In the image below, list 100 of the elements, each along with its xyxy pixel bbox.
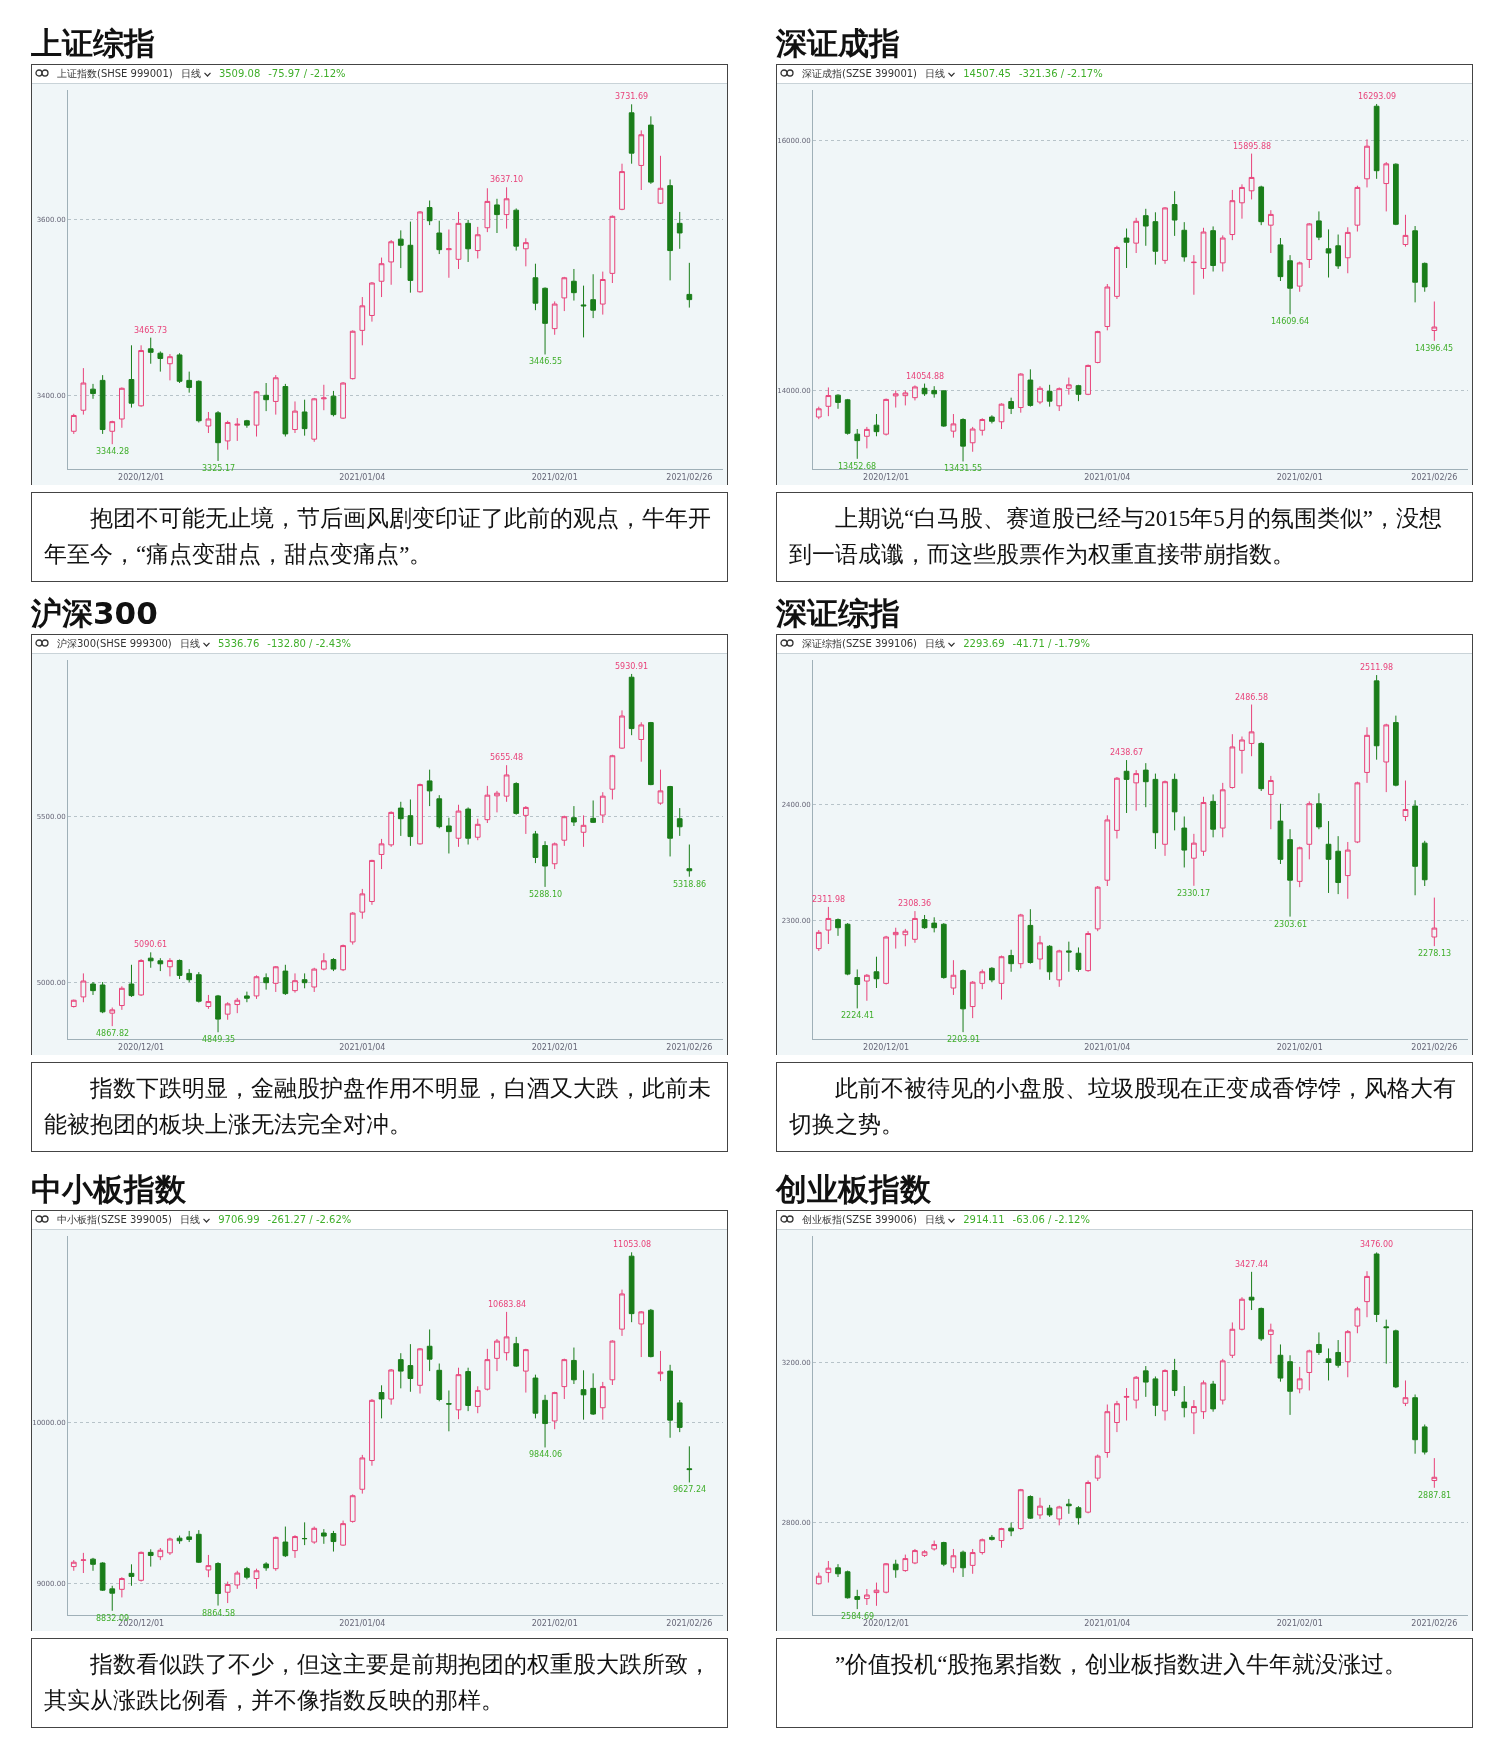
candlestick (551, 300, 558, 336)
candlestick (628, 1251, 635, 1323)
candlestick (883, 935, 889, 986)
candlestick (1383, 161, 1390, 212)
candlestick (921, 914, 928, 930)
candlestick (417, 1347, 423, 1395)
candlestick (1267, 1323, 1274, 1365)
candlestick (902, 389, 909, 406)
text: 14396.45 (1415, 344, 1454, 353)
candlestick (465, 1367, 471, 1412)
x-tick-label: 2020/12/01 (118, 472, 165, 482)
candlestick (912, 384, 918, 401)
candlestick (648, 721, 654, 786)
candlestick (138, 1551, 144, 1583)
candlestick (1393, 162, 1399, 226)
candlestick (619, 709, 625, 750)
candlestick (369, 859, 375, 906)
candlestick (864, 973, 870, 1002)
x-tick-label: 2020/12/01 (863, 1042, 910, 1052)
candlestick (494, 1338, 500, 1372)
x-tick-label: 2021/01/04 (1084, 472, 1131, 482)
candlestick (551, 842, 558, 870)
candlestick (950, 1548, 957, 1574)
candlestick (1027, 908, 1034, 965)
candlestick (99, 374, 106, 435)
candlestick (1335, 234, 1342, 270)
candlestick (186, 1530, 193, 1543)
candlestick (638, 129, 645, 191)
candlestick (1142, 208, 1149, 247)
text: -63.06 / -2.12% (1012, 1213, 1090, 1227)
candlestick (263, 382, 269, 412)
candlestick (1364, 726, 1370, 784)
candlestick (465, 219, 471, 263)
candlestick (1383, 723, 1390, 793)
candlestick (349, 329, 356, 381)
candlestick (989, 1534, 995, 1542)
candlestick (1248, 1271, 1255, 1311)
text: 13452.68 (838, 462, 877, 471)
candlestick (1316, 792, 1322, 830)
candlestick (80, 367, 87, 416)
candlestick (1431, 300, 1438, 342)
x-tick-label: 2021/02/26 (1411, 472, 1458, 482)
candlestick (902, 928, 909, 947)
candlestick (378, 1384, 385, 1419)
candlestick (494, 198, 500, 234)
candlestick (1008, 949, 1014, 973)
text: 11053.08 (613, 1240, 652, 1249)
text: 2511.98 (1360, 663, 1394, 672)
candlestick (940, 1541, 947, 1567)
candlestick (1027, 368, 1034, 408)
candlestick (580, 285, 587, 338)
candlestick (503, 186, 510, 230)
candlestick (522, 805, 529, 835)
candlestick (340, 1520, 346, 1547)
candlestick (215, 410, 221, 462)
x-tick-label: 2021/02/26 (666, 1618, 713, 1628)
candlestick (513, 1336, 520, 1368)
candlestick (1316, 1331, 1322, 1356)
candlestick (1373, 674, 1380, 761)
chart-subtitle: 中小板指(SZSE 399005) (57, 1213, 173, 1227)
candlestick (542, 840, 548, 888)
text: 日线 (180, 1213, 202, 1227)
candlestick (532, 830, 539, 864)
candlestick (1421, 262, 1428, 293)
candlestick (157, 957, 164, 972)
candlestick (892, 389, 899, 409)
candlestick (1037, 385, 1043, 405)
candlestick (244, 1566, 250, 1580)
candlestick (484, 187, 491, 233)
candlestick (1210, 225, 1216, 273)
candlestick (657, 1350, 664, 1382)
candlestick (1325, 1347, 1332, 1381)
candlestick (1046, 1504, 1053, 1518)
candlestick (186, 371, 193, 394)
candlestick (349, 911, 356, 946)
candlestick (998, 1527, 1005, 1549)
candlestick (1200, 1379, 1207, 1420)
text: 3476.00 (1360, 1240, 1394, 1249)
candlestick (388, 239, 395, 286)
candlestick (1267, 775, 1274, 830)
candlestick (1152, 211, 1159, 266)
candlestick (234, 1570, 241, 1590)
candlestick (1191, 833, 1197, 887)
x-tick-label: 2021/02/26 (666, 472, 713, 482)
candlestick (561, 1358, 568, 1400)
candlestick (253, 390, 260, 438)
candlestick (90, 981, 96, 996)
candlestick (205, 1554, 212, 1578)
candlestick (330, 390, 337, 417)
candlestick (1104, 814, 1111, 887)
candlestick (388, 1368, 395, 1406)
text: 5655.48 (490, 753, 524, 762)
candlestick (1277, 1343, 1284, 1383)
candlestick (1123, 228, 1130, 269)
x-tick-label: 2021/02/01 (1276, 1618, 1323, 1628)
candlestick (205, 411, 212, 434)
candlestick (1383, 1319, 1390, 1365)
candlestick (921, 1549, 928, 1558)
candlestick (1046, 944, 1053, 981)
candlestick (253, 974, 260, 1000)
